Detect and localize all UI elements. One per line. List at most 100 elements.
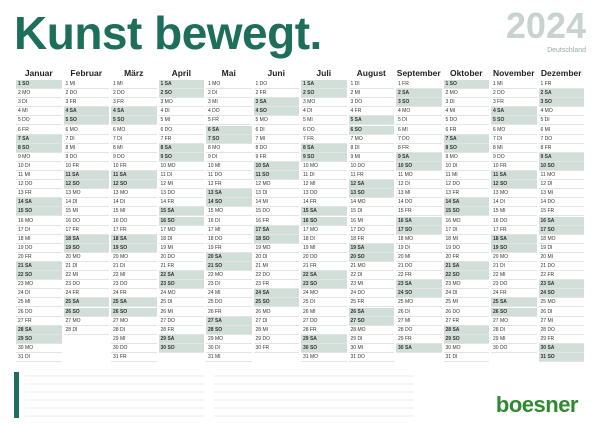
day: 7 DI <box>63 135 109 144</box>
day: 4 SA <box>111 107 157 117</box>
day: 10 FR <box>63 162 109 171</box>
day: 22 SA <box>301 271 347 281</box>
day: 24 SA <box>253 289 299 299</box>
day: 24 FR <box>63 289 109 299</box>
day: 8 SA <box>158 143 204 153</box>
day: 16 SO <box>301 216 347 226</box>
day: 31 DI <box>16 353 62 363</box>
day: 6 DO <box>301 126 347 135</box>
day: 24 FR <box>111 289 157 299</box>
day: 30 SO <box>158 343 204 353</box>
day: 20 DO <box>301 253 347 262</box>
day: 8 SO <box>443 143 489 153</box>
day: 20 FR <box>443 253 489 262</box>
day: 8 DO <box>253 144 299 153</box>
day: 23 SA <box>396 280 442 290</box>
day: 27 FR <box>443 317 489 326</box>
day: 22 MI <box>111 271 157 281</box>
day: 11 DO <box>206 171 252 181</box>
day: 17 DI <box>443 226 489 235</box>
day: 19 DI <box>396 244 442 253</box>
day: 6 MI <box>396 126 442 135</box>
day: 23 SO <box>301 280 347 290</box>
day: 1 FR <box>538 80 584 90</box>
day: 5 SA <box>348 116 394 126</box>
day: 5 FR <box>206 116 252 126</box>
day: 22 MI <box>491 271 537 281</box>
day: 20 DO <box>158 253 204 262</box>
day: 7 DO <box>538 135 584 144</box>
day: 11 FR <box>348 171 394 181</box>
day: 30 DO <box>111 344 157 353</box>
month-name: April <box>171 68 191 78</box>
day: 18 MO <box>538 235 584 244</box>
day: 30 FR <box>253 344 299 353</box>
day: 31 MI <box>206 353 252 363</box>
day: 3 FR <box>111 98 157 108</box>
day: 26 MI <box>301 308 347 317</box>
day: 13 SA <box>206 189 252 199</box>
day: 18 MI <box>16 235 62 244</box>
day: 27 MI <box>538 317 584 326</box>
day: 4 DO <box>206 107 252 117</box>
day: 21 SA <box>443 262 489 272</box>
day: 23 MO <box>443 280 489 290</box>
day: 27 MO <box>111 317 157 326</box>
day: 31 DI <box>443 353 489 363</box>
day: 15 MI <box>491 207 537 217</box>
day: 11 MO <box>538 171 584 181</box>
month-name: Februar <box>70 68 103 78</box>
day: 21 SA <box>16 262 62 272</box>
day: 14 MO <box>348 198 394 208</box>
day: 19 MI <box>301 244 347 253</box>
day: 26 SA <box>348 307 394 317</box>
day: 2 SA <box>538 89 584 99</box>
day: 23 DO <box>63 280 109 290</box>
day: 17 SA <box>253 225 299 235</box>
day: 6 SA <box>206 125 252 135</box>
day: 15 MO <box>206 207 252 217</box>
day: 16 SO <box>158 216 204 226</box>
day: 13 SO <box>348 189 394 199</box>
day: 14 DI <box>111 198 157 208</box>
day: 15 SO <box>16 207 62 217</box>
day: 19 FR <box>206 244 252 253</box>
day: 14 DI <box>491 198 537 208</box>
day: 12 MO <box>253 180 299 190</box>
day: 1 MO <box>206 80 252 90</box>
day: 16 DO <box>111 217 157 226</box>
day: 3 MI <box>206 98 252 108</box>
day: 15 SA <box>301 207 347 217</box>
footer-tables <box>14 372 414 418</box>
day: 3 SA <box>253 98 299 108</box>
day: 6 MO <box>491 126 537 135</box>
day: 10 SO <box>538 161 584 171</box>
day: 22 SO <box>16 271 62 281</box>
day: 26 DI <box>396 308 442 317</box>
day: 1 SA <box>158 80 204 90</box>
day: 1 MI <box>111 80 157 90</box>
day: 23 SA <box>538 280 584 290</box>
day: 12 SO <box>63 180 109 190</box>
day: 9 MO <box>16 153 62 162</box>
day: 15 MI <box>63 207 109 217</box>
day: 22 DI <box>348 271 394 281</box>
day: 2 DO <box>63 89 109 99</box>
month-name: Januar <box>24 68 53 78</box>
day: 4 DI <box>301 107 347 117</box>
day: 2 SO <box>158 89 204 99</box>
day: 26 FR <box>206 308 252 317</box>
day: 7 MI <box>253 135 299 144</box>
day: 21 DO <box>538 262 584 272</box>
day: 29 DI <box>348 335 394 344</box>
day: 15 SA <box>158 207 204 217</box>
day: 24 FR <box>491 289 537 299</box>
day: 9 DO <box>491 153 537 162</box>
day: 25 SA <box>491 298 537 308</box>
day: 11 SA <box>63 171 109 181</box>
day: 29 SA <box>301 334 347 344</box>
day: 27 SO <box>348 316 394 326</box>
day: 28 DO <box>538 326 584 335</box>
day: 16 DO <box>63 217 109 226</box>
day: 2 DO <box>491 89 537 99</box>
